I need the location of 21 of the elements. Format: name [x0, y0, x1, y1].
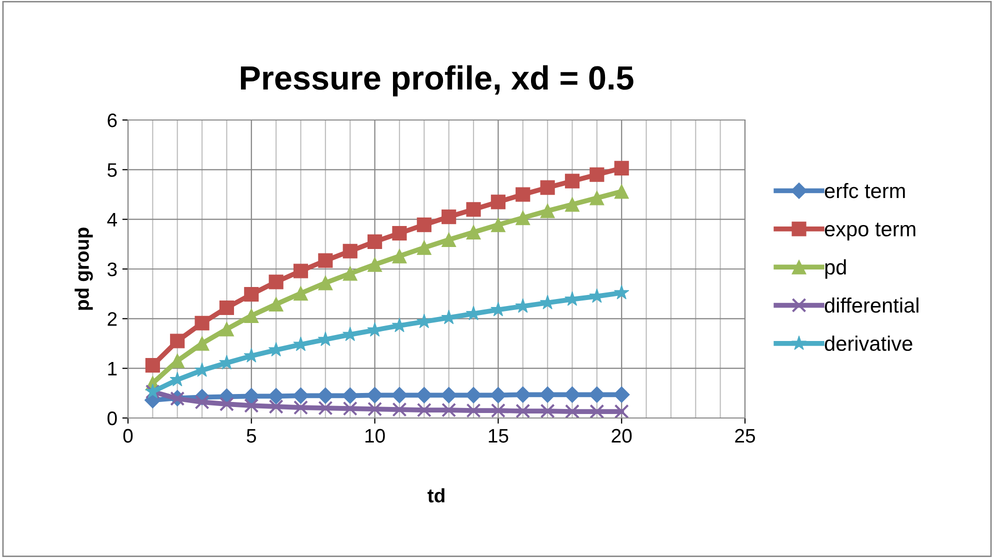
- y-tick-label: 5: [108, 163, 117, 177]
- x-tick-label: 15: [488, 429, 508, 443]
- x-tick-label: 25: [735, 428, 755, 443]
- y-tick-label: 2: [108, 312, 117, 326]
- y-tick-label: 1: [108, 362, 117, 376]
- y-tick-label: 0: [108, 411, 117, 426]
- x-tick-label: 20: [612, 428, 632, 443]
- x-tick-label: 5: [246, 429, 256, 443]
- legend-label: derivative: [824, 336, 912, 351]
- y-tick-label: 4: [107, 213, 118, 226]
- legend-label: expo term: [824, 222, 916, 241]
- x-tick-label: 10: [365, 428, 385, 443]
- chart-title: Pressure profile, xd = 0.5: [240, 65, 634, 96]
- legend-label: erfc term: [824, 182, 905, 198]
- x-tick-label: 0: [123, 428, 133, 443]
- y-tick-label: 6: [108, 113, 117, 128]
- x-axis-title: td: [428, 488, 444, 502]
- legend-label: pd: [825, 259, 846, 279]
- legend-label: differential: [824, 297, 918, 313]
- y-axis-title: pd group: [74, 228, 93, 310]
- y-tick-label: 3: [108, 262, 117, 276]
